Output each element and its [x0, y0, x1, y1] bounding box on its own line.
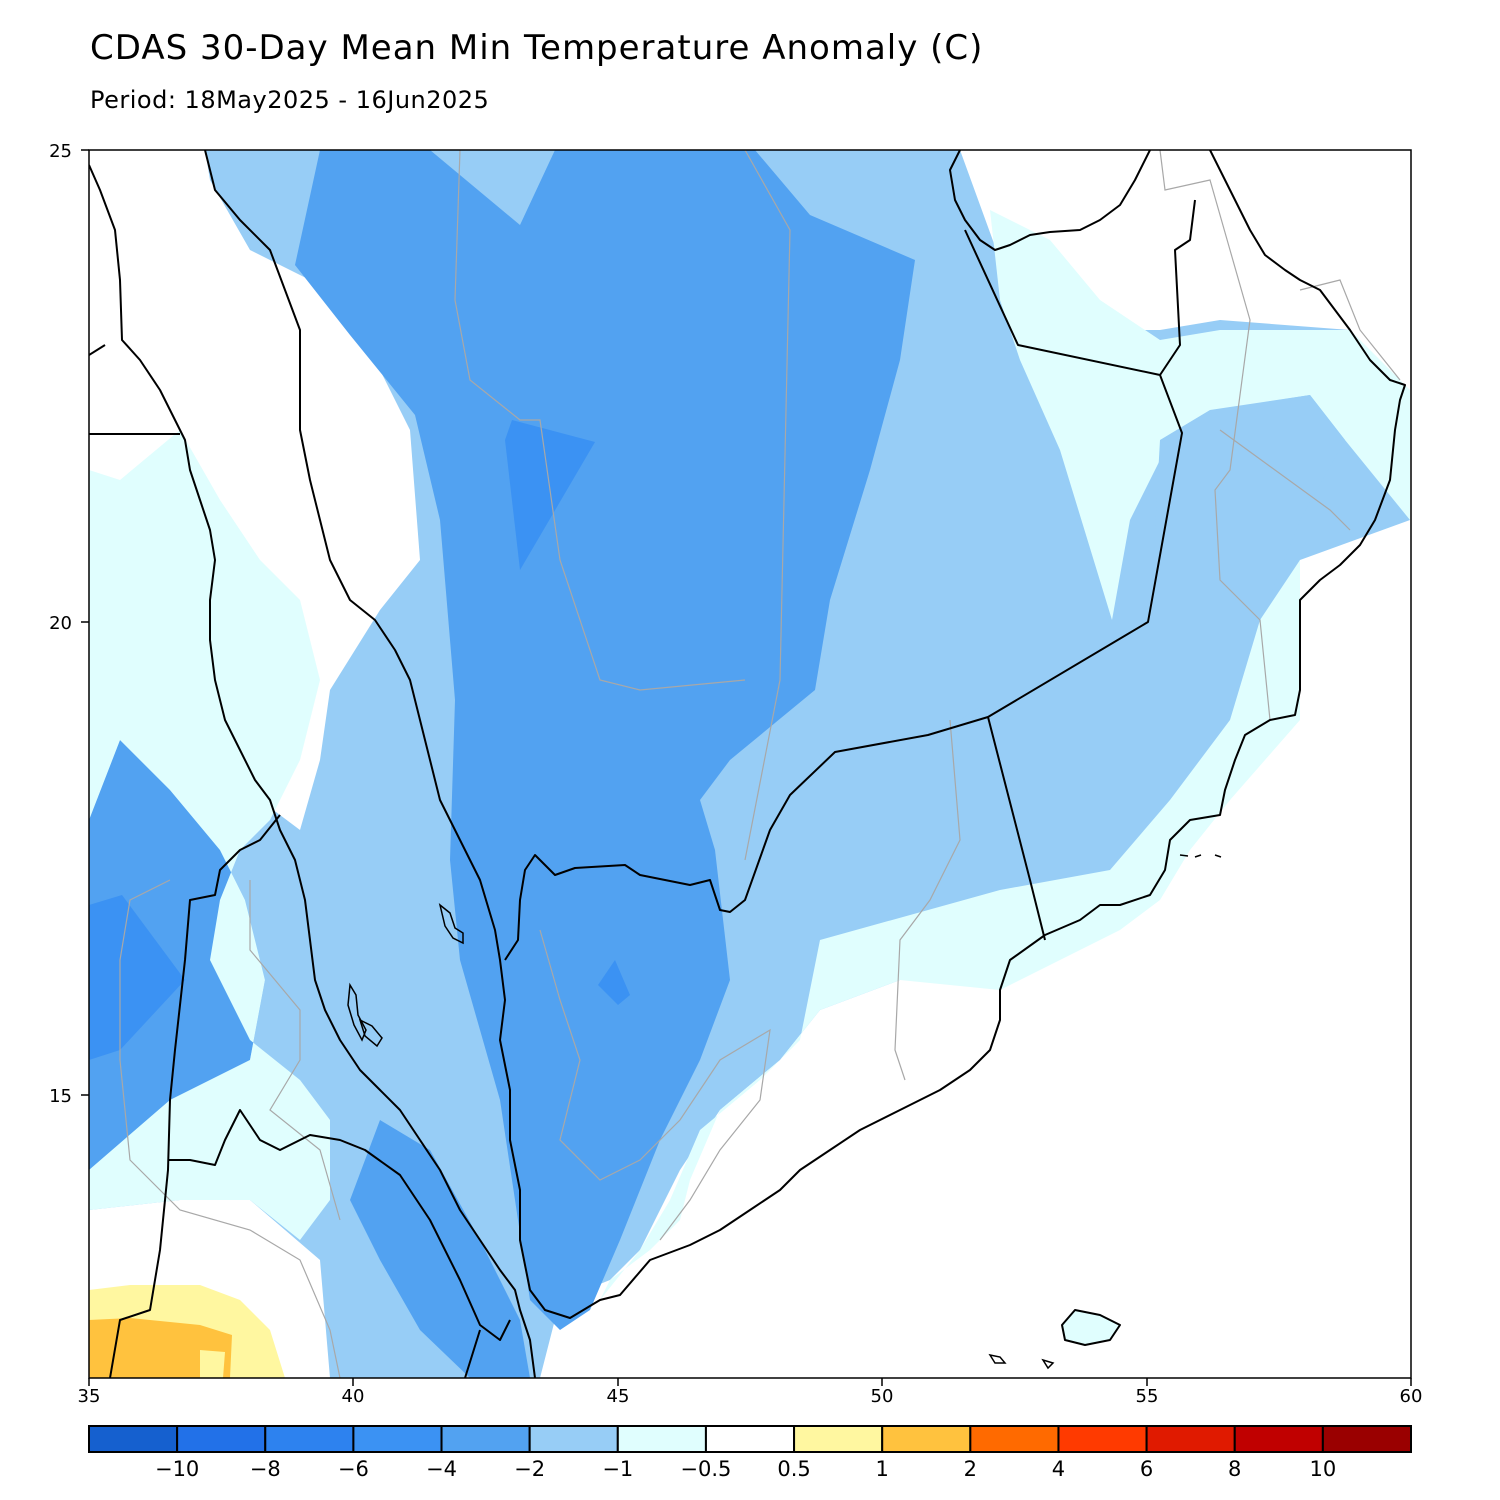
- colorbar-label: −4: [426, 1457, 457, 1481]
- y-tick-labels: 25 20 15: [49, 141, 72, 1107]
- colorbar-swatch: [88, 1425, 179, 1453]
- x-tick-label: 55: [1136, 1386, 1159, 1407]
- anomaly-area-eritrea: [350, 1120, 530, 1378]
- islands: [347, 854, 1222, 1370]
- colorbar-label: 10: [1309, 1457, 1336, 1481]
- colorbar-swatch: [969, 1425, 1060, 1453]
- island-group: [1041, 1358, 1055, 1370]
- admin-boundary: [894, 719, 961, 1081]
- coastline-socotra: [1061, 1309, 1121, 1346]
- island-group: [1179, 854, 1222, 858]
- colorbar-swatch: [352, 1425, 443, 1453]
- country-border: [504, 229, 1183, 961]
- admin-boundaries: [119, 150, 1401, 1378]
- colorbar-labels: −10 −8 −6 −4 −2 −1 −0.5 0.5 1 2 4 6 8 10: [155, 1457, 1336, 1481]
- colorbar-swatch: [1057, 1425, 1148, 1453]
- anomaly-area-ethiopia: [89, 740, 265, 1170]
- y-tick-label: 15: [49, 1086, 72, 1107]
- admin-boundary: [454, 150, 746, 691]
- colorbar-label: 0.5: [777, 1457, 810, 1481]
- admin-boundary: [249, 880, 341, 1221]
- colorbar-label: 1: [876, 1457, 889, 1481]
- admin-boundary: [744, 150, 791, 861]
- anomaly-area-ethiopia-core: [89, 895, 185, 1060]
- coastline-gulf: [949, 150, 1151, 251]
- y-tick-label: 20: [49, 613, 72, 634]
- colorbar-swatch: [1145, 1425, 1236, 1453]
- colorbar-label: −2: [514, 1457, 545, 1481]
- anomaly-area-warm-hole: [200, 1350, 225, 1378]
- country-border: [464, 1329, 481, 1378]
- anomaly-area-mid-blue: [295, 150, 915, 1330]
- y-tick-label: 25: [49, 141, 72, 162]
- island-group: [358, 1018, 383, 1048]
- x-tick-label: 60: [1400, 1386, 1423, 1407]
- colorbar-swatch: [793, 1425, 884, 1453]
- admin-boundary: [1299, 279, 1401, 381]
- colorbar-label: −8: [250, 1457, 281, 1481]
- x-tick-label: 45: [607, 1386, 630, 1407]
- colorbar-swatch: [1321, 1425, 1413, 1453]
- country-border: [1159, 199, 1196, 376]
- colorbar-label: 8: [1228, 1457, 1241, 1481]
- axis-ticks: [81, 149, 1412, 1386]
- country-border: [987, 716, 1046, 941]
- colorbar-swatch: [704, 1425, 796, 1453]
- coastlines: [89, 150, 1406, 1378]
- colorbar-label: −0.5: [680, 1457, 731, 1481]
- anomaly-area-pale-west: [89, 430, 330, 1240]
- colorbar-label: 6: [1140, 1457, 1153, 1481]
- colorbar-swatch: [1233, 1425, 1324, 1453]
- island-group: [438, 903, 464, 945]
- colorbar-label: −1: [602, 1457, 633, 1481]
- admin-boundary: [1219, 429, 1351, 531]
- x-tick-labels: 35 40 45 50 55 60: [78, 1386, 1423, 1407]
- coastline-africa: [89, 164, 536, 1378]
- x-tick-label: 40: [342, 1386, 365, 1407]
- colorbar-swatch: [264, 1425, 355, 1453]
- country-border: [109, 814, 281, 1378]
- colorbar-swatch: [616, 1425, 707, 1453]
- colorbar-swatch: [176, 1425, 267, 1453]
- anomaly-area-core: [598, 960, 630, 1005]
- x-tick-label: 50: [871, 1386, 894, 1407]
- admin-boundary: [119, 879, 341, 1378]
- x-tick-label: 35: [78, 1386, 101, 1407]
- colorbar-label: −10: [155, 1457, 199, 1481]
- country-border: [89, 344, 106, 356]
- admin-boundary: [1159, 150, 1271, 721]
- anomaly-area-warm: [89, 1318, 232, 1378]
- colorbar-label: 4: [1052, 1457, 1065, 1481]
- colorbar-swatch: [440, 1425, 531, 1453]
- colorbar-swatch: [881, 1425, 972, 1453]
- anomaly-field: [89, 150, 1411, 1378]
- plot-frame: [88, 149, 1412, 1379]
- anomaly-area-core: [505, 420, 595, 570]
- country-border: [168, 1109, 511, 1341]
- colorbar-label: 2: [964, 1457, 977, 1481]
- coastline-arabia-west: [204, 150, 1406, 1319]
- admin-boundary: [539, 929, 771, 1241]
- map-title: CDAS 30-Day Mean Min Temperature Anomaly…: [90, 28, 984, 68]
- anomaly-area-pale-east: [990, 210, 1410, 620]
- island-group: [988, 1353, 1007, 1364]
- map-subtitle: Period: 18May2025 - 16Jun2025: [90, 86, 490, 114]
- colorbar-label: −6: [338, 1457, 369, 1481]
- colorbar-swatch: [528, 1425, 619, 1453]
- anomaly-area-pale-south: [600, 560, 1300, 1300]
- colorbar: [88, 1425, 1413, 1453]
- anomaly-area-oman: [930, 395, 1345, 890]
